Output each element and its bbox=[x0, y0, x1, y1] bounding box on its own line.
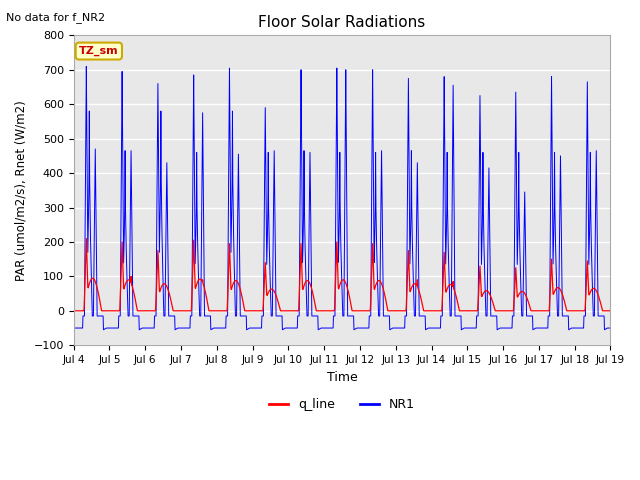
NR1 bbox=[496, 325, 504, 331]
Title: Floor Solar Radiations: Floor Solar Radiations bbox=[259, 15, 426, 30]
q_line bbox=[543, 308, 550, 314]
NR1 bbox=[543, 325, 551, 331]
NR1 bbox=[250, 325, 257, 331]
Y-axis label: PAR (umol/m2/s), Rnet (W/m2): PAR (umol/m2/s), Rnet (W/m2) bbox=[15, 100, 28, 281]
NR1 bbox=[100, 327, 108, 333]
NR1 bbox=[177, 325, 184, 331]
NR1 bbox=[70, 325, 77, 331]
NR1 bbox=[190, 72, 198, 78]
q_line bbox=[177, 308, 184, 314]
Text: TZ_sm: TZ_sm bbox=[79, 46, 118, 56]
X-axis label: Time: Time bbox=[326, 371, 357, 384]
Text: No data for f_NR2: No data for f_NR2 bbox=[6, 12, 106, 23]
q_line bbox=[83, 236, 90, 241]
Legend: q_line, NR1: q_line, NR1 bbox=[264, 394, 420, 417]
q_line bbox=[250, 308, 257, 314]
NR1 bbox=[426, 325, 433, 331]
Line: q_line: q_line bbox=[74, 239, 610, 311]
q_line bbox=[189, 249, 197, 255]
NR1 bbox=[606, 325, 614, 331]
q_line bbox=[495, 308, 503, 314]
q_line bbox=[70, 308, 77, 314]
NR1 bbox=[83, 63, 90, 69]
q_line bbox=[426, 308, 433, 314]
Line: NR1: NR1 bbox=[74, 66, 610, 330]
q_line bbox=[606, 308, 614, 314]
